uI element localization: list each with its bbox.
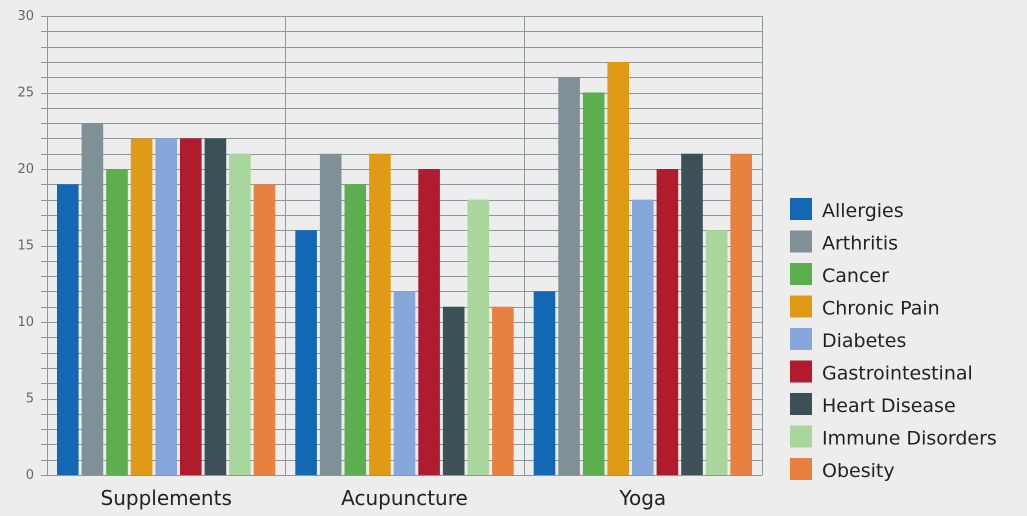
legend-label: Diabetes: [822, 330, 906, 352]
bars: [57, 61, 752, 476]
y-tick-label: 20: [17, 162, 34, 177]
legend-swatch: [790, 198, 812, 220]
x-axis-category-labels: Supplements Acupuncture Yoga: [101, 486, 667, 510]
legend-label: Arthritis: [822, 233, 898, 255]
legend-swatch: [790, 393, 812, 415]
bar-arthritis-acupuncture: [319, 153, 342, 475]
bar-immune-disorders-yoga: [705, 230, 728, 475]
legend-swatch: [790, 295, 812, 318]
bar-heart-disease-supplements: [204, 138, 227, 475]
y-tick-label: 15: [17, 239, 34, 254]
legend-swatch: [790, 425, 812, 448]
bar-gastrointestinal-acupuncture: [418, 169, 440, 475]
bar-allergies-supplements: [57, 184, 79, 476]
bar-allergies-acupuncture: [295, 230, 317, 475]
y-tick-label: 10: [17, 315, 34, 330]
bar-obesity-yoga: [730, 153, 752, 475]
y-axis-tick-labels: 0 5 10 15 20 25 30: [17, 9, 34, 483]
legend-label: Gastrointestinal: [822, 363, 973, 385]
legend-swatch: [790, 230, 812, 253]
bar-arthritis-supplements: [81, 123, 104, 475]
y-tick-label: 0: [26, 468, 34, 483]
bar-heart-disease-acupuncture: [442, 306, 465, 475]
legend-swatch: [790, 263, 812, 285]
y-tick-label: 5: [26, 392, 34, 407]
legend-swatch: [790, 458, 812, 480]
bar-diabetes-supplements: [155, 138, 177, 475]
legend-label: Immune Disorders: [822, 428, 997, 450]
bar-arthritis-yoga: [558, 77, 580, 475]
bar-cancer-supplements: [106, 169, 128, 475]
legend-swatch: [790, 328, 812, 350]
y-tick-label: 25: [17, 86, 34, 101]
bar-allergies-yoga: [533, 291, 556, 475]
bar-chronic-pain-yoga: [607, 61, 629, 476]
category-label: Supplements: [101, 486, 232, 510]
legend-label: Chronic Pain: [822, 298, 940, 320]
bar-gastrointestinal-supplements: [180, 138, 202, 475]
bar-chronic-pain-acupuncture: [369, 153, 391, 475]
legend-label: Obesity: [822, 460, 895, 482]
bar-obesity-acupuncture: [492, 306, 514, 475]
bar-obesity-supplements: [253, 184, 276, 476]
legend-label: Heart Disease: [822, 395, 956, 417]
bar-gastrointestinal-yoga: [656, 169, 679, 475]
bar-cancer-yoga: [582, 92, 605, 475]
bar-immune-disorders-acupuncture: [467, 199, 490, 475]
bar-heart-disease-yoga: [681, 153, 703, 475]
legend-label: Allergies: [822, 200, 904, 222]
bar-diabetes-yoga: [632, 199, 654, 475]
legend-label: Cancer: [822, 265, 889, 287]
y-tick-label: 30: [17, 9, 34, 24]
bar-chronic-pain-supplements: [130, 138, 153, 475]
legend-swatch: [790, 360, 812, 383]
bar-cancer-acupuncture: [344, 184, 367, 476]
category-label: Yoga: [618, 486, 666, 510]
legend: Allergies Arthritis Cancer Chronic Pain Diab…: [790, 198, 997, 482]
bar-diabetes-acupuncture: [393, 291, 416, 475]
bar-immune-disorders-supplements: [229, 153, 251, 475]
category-label: Acupuncture: [341, 486, 468, 510]
